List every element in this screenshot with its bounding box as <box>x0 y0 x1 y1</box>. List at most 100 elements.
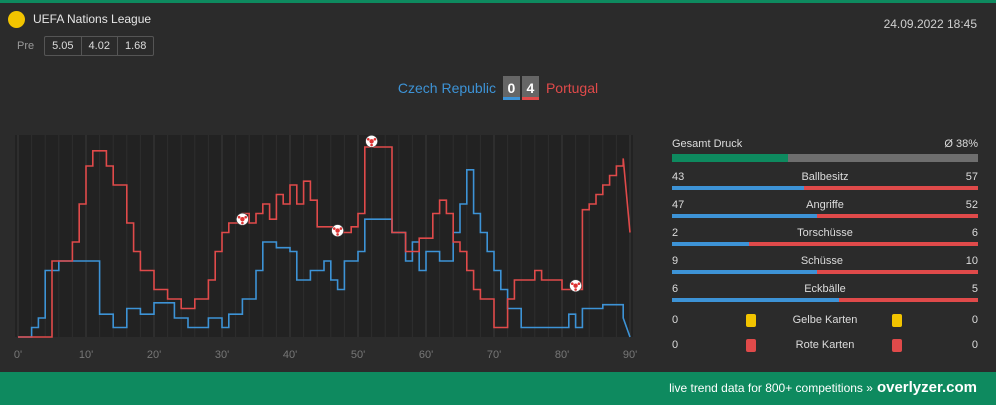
stat-bar-home <box>672 298 839 302</box>
x-tick-label: 30' <box>215 349 229 361</box>
stat-bar-home <box>672 270 817 274</box>
goal-ball-patch <box>574 288 577 291</box>
card-away-value: 0 <box>971 339 978 351</box>
goal-ball-patch <box>573 283 578 288</box>
goal-ball-patch <box>577 282 581 285</box>
odds-box: 5.05 4.02 1.68 <box>44 36 155 56</box>
goal-ball-patch <box>339 227 343 230</box>
footer-banner[interactable]: live trend data for 800+ competitions » … <box>0 372 996 405</box>
home-pressure-line <box>18 169 631 338</box>
stat-away-value: 52 <box>965 199 978 211</box>
red-card-icon <box>746 338 756 352</box>
pressure-row: Gesamt Druck Ø 38% <box>672 138 978 153</box>
stat-bar-home <box>672 214 818 218</box>
card-away-value: 0 <box>971 314 978 326</box>
goal-ball-patch <box>373 138 377 141</box>
pressure-value: Ø 38% <box>944 138 978 150</box>
stat-home-value: 9 <box>672 255 679 267</box>
x-tick-label: 60' <box>419 349 433 361</box>
stat-bar <box>672 242 978 246</box>
card-row: 0 Gelbe Karten 0 <box>672 313 978 327</box>
x-tick-label: 0' <box>14 349 22 361</box>
league-name: UEFA Nations League <box>33 12 152 26</box>
x-tick-label: 80' <box>555 349 569 361</box>
pressure-bar <box>672 154 978 162</box>
x-tick-label: 20' <box>147 349 161 361</box>
stat-torschüsse: 2 Torschüsse 6 <box>672 227 978 246</box>
stat-bar-away <box>838 298 978 302</box>
x-tick-label: 70' <box>487 349 501 361</box>
goal-ball-patch <box>369 139 374 144</box>
stat-row: 2 Torschüsse 6 <box>672 227 978 241</box>
stat-row: 6 Eckbälle 5 <box>672 283 978 297</box>
stat-bar-away <box>816 270 978 274</box>
stat-bar <box>672 270 978 274</box>
league-header: UEFA Nations League <box>8 10 151 28</box>
card-rows: 0 Gelbe Karten 0 0 Rote Karten 0 <box>672 313 978 352</box>
stat-home-value: 47 <box>672 199 685 211</box>
goal-ball-patch <box>244 215 247 219</box>
goal-ball-patch <box>241 221 244 225</box>
goal-ball-patch <box>237 215 241 219</box>
away-score: 4 <box>521 76 539 100</box>
odds-draw: 4.02 <box>80 37 117 55</box>
goal-ball-patch <box>336 233 339 236</box>
stat-bar-home <box>672 242 749 246</box>
stat-home-value: 43 <box>672 171 685 183</box>
away-team-name: Portugal <box>545 80 599 96</box>
x-tick-label: 10' <box>79 349 93 361</box>
league-logo-icon <box>8 10 25 28</box>
pressure-bar-fill <box>672 154 789 162</box>
yellow-card-icon <box>892 313 902 327</box>
match-datetime: 24.09.2022 18:45 <box>883 17 977 31</box>
stat-angriffe: 47 Angriffe 52 <box>672 199 978 218</box>
card-label: Rote Karten <box>795 339 855 351</box>
stats-panel: Gesamt Druck Ø 38% 43 Ballbesitz 57 47 Angri… <box>672 138 978 352</box>
goal-ball-patch <box>240 217 245 222</box>
stat-label: Ballbesitz <box>801 171 849 183</box>
stat-bar-away <box>803 186 978 190</box>
top-accent-bar <box>0 0 996 3</box>
stat-away-value: 5 <box>971 283 978 295</box>
x-tick-label: 50' <box>351 349 365 361</box>
stat-bar <box>672 214 978 218</box>
stat-bar <box>672 186 978 190</box>
pre-match-odds: Pre 5.05 4.02 1.68 <box>17 36 155 56</box>
stat-rows: 43 Ballbesitz 57 47 Angriffe 52 2 Torschüsse 6 9 S… <box>672 171 978 302</box>
stat-home-value: 2 <box>672 227 679 239</box>
pressure-trend-chart: 0' 10' 20' 30' 40' 50' 60' 70' 80' 90' <box>14 135 637 361</box>
stat-schüsse: 9 Schüsse 10 <box>672 255 978 274</box>
stat-away-value: 10 <box>965 255 978 267</box>
stat-home-value: 6 <box>672 283 679 295</box>
stat-row: 43 Ballbesitz 57 <box>672 171 978 185</box>
footer-tagline[interactable]: live trend data for 800+ competitions » <box>669 381 873 395</box>
card-row: 0 Rote Karten 0 <box>672 338 978 352</box>
goal-ball-patch <box>333 227 336 230</box>
stat-bar-away <box>817 214 978 218</box>
goal-ball-patch <box>370 143 373 147</box>
odds-home: 5.05 <box>52 40 74 52</box>
footer-brand-link[interactable]: overlyzer.com <box>876 379 977 396</box>
stat-label: Angriffe <box>806 199 844 211</box>
goal-ball-patch <box>571 282 574 285</box>
goal-ball-patch <box>367 138 370 141</box>
card-label: Gelbe Karten <box>792 314 858 326</box>
stat-away-value: 57 <box>965 171 978 183</box>
stat-bar <box>672 298 978 302</box>
x-tick-label: 40' <box>283 349 297 361</box>
goal-ball-patch <box>335 228 340 233</box>
stat-label: Eckbälle <box>804 283 846 295</box>
yellow-card-icon <box>746 313 756 327</box>
stat-ballbesitz: 43 Ballbesitz 57 <box>672 171 978 190</box>
stat-bar-away <box>748 242 978 246</box>
stat-away-value: 6 <box>971 227 978 239</box>
chart-plot-area <box>15 135 633 337</box>
red-card-icon <box>892 338 902 352</box>
pre-odds-label: Pre <box>17 40 35 52</box>
scoreline: Czech Republic 0 4 Portugal <box>0 76 996 100</box>
away-pressure-line <box>18 146 631 338</box>
stat-row: 9 Schüsse 10 <box>672 255 978 269</box>
odds-away: 1.68 <box>116 37 153 55</box>
footer-text[interactable]: live trend data for 800+ competitions » … <box>669 379 977 396</box>
